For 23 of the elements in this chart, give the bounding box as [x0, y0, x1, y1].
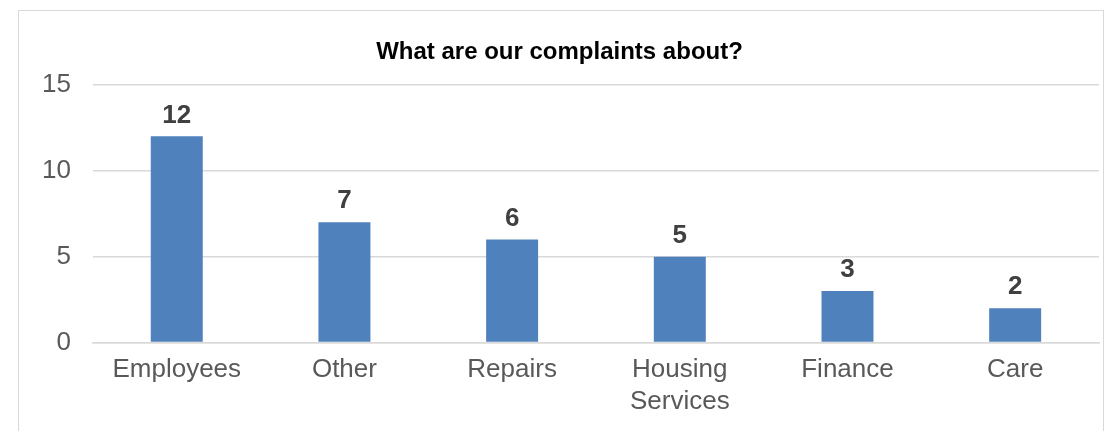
x-tick-label: Repairs [467, 353, 557, 384]
bar [821, 291, 874, 342]
y-tick-label: 15 [42, 67, 71, 98]
y-tick-label: 0 [56, 325, 71, 356]
bar [318, 222, 371, 342]
x-tick-label: Employees [112, 353, 242, 384]
bar [653, 256, 706, 342]
y-tick-label: 10 [42, 153, 71, 184]
data-label: 3 [840, 253, 855, 284]
bar [150, 136, 203, 342]
bar [486, 239, 539, 342]
data-label: 2 [1007, 270, 1023, 301]
x-tick-label: Finance [801, 353, 894, 384]
data-label: 5 [672, 218, 688, 249]
y-tick-label: 5 [56, 239, 71, 270]
bar [989, 308, 1042, 342]
data-label: 7 [337, 184, 352, 215]
data-label: 12 [162, 98, 192, 129]
x-tick-label: Care [986, 353, 1044, 384]
data-label: 6 [504, 201, 520, 232]
chart-title: What are our complaints about? [376, 37, 743, 65]
x-tick-label: Other [311, 353, 378, 384]
x-tick-label: Housing Services [629, 353, 730, 415]
